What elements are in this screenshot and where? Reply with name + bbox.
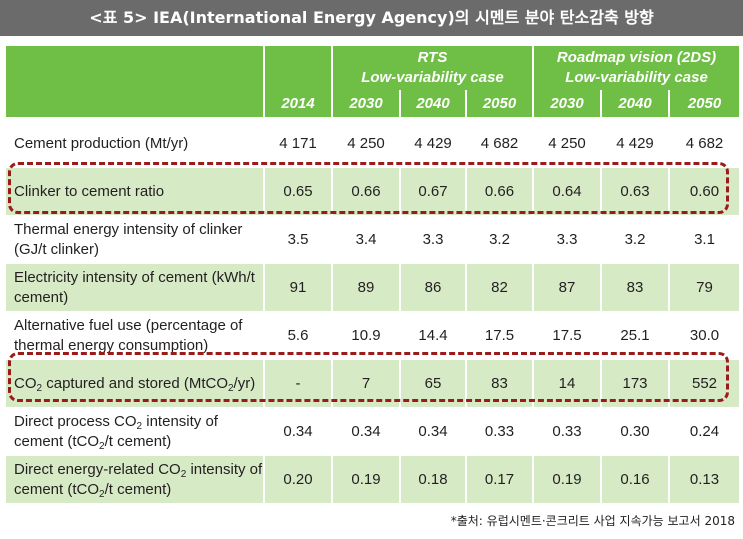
cell-value: 4 250 [331, 120, 400, 168]
cell-value: 0.20 [263, 455, 332, 504]
row-label: Cement production (Mt/yr) [6, 120, 264, 168]
cell-value: 3.5 [263, 215, 332, 264]
cell-value: 91 [263, 263, 332, 312]
header-group-rts: RTS Low-variability case [331, 46, 533, 90]
cell-value: 0.65 [263, 167, 332, 216]
header-blank-2014 [263, 46, 332, 90]
cell-value: 17.5 [465, 311, 533, 360]
cell-value: 3.2 [465, 215, 533, 264]
cell-value: 4 682 [465, 120, 533, 168]
table-row: Electricity intensity of cement (kWh/t c… [6, 263, 740, 312]
cell-value: 4 429 [600, 120, 669, 168]
cell-value: 3.2 [600, 215, 669, 264]
source-note: *출처: 유럽시멘트·콘크리트 사업 지속가능 보고서 2018 [450, 514, 735, 528]
cell-value: 0.33 [532, 407, 601, 456]
row-label: Electricity intensity of cement (kWh/t c… [6, 263, 264, 312]
table-title: <표 5> IEA(International Energy Agency)의 … [0, 0, 743, 36]
header-year: 2050 [667, 90, 740, 117]
cell-value: 87 [532, 263, 601, 312]
row-label: Direct energy-related CO2 intensity of c… [6, 455, 264, 504]
header-year: 2040 [600, 90, 669, 117]
highlight-box-clinker-ratio [8, 162, 729, 214]
table-row: Thermal energy intensity of clinker (GJ/… [6, 215, 740, 264]
header-blank-years [6, 90, 264, 117]
row-label: Alternative fuel use (percentage of ther… [6, 311, 264, 360]
label-part: Direct process CO [14, 412, 137, 430]
cell-value: 0.24 [667, 407, 740, 456]
table-row: Direct process CO2 intensity of cement (… [6, 407, 740, 456]
cell-value: 10.9 [331, 311, 400, 360]
cell-value: 30.0 [667, 311, 740, 360]
cell-value: 4 429 [399, 120, 466, 168]
cell-value: 0.18 [399, 455, 466, 504]
cell-value: 25.1 [600, 311, 669, 360]
cell-value: 0.63 [600, 167, 669, 216]
cell-value: 3.1 [667, 215, 740, 264]
header-rts-sub: Low-variability case [361, 69, 504, 86]
cell-value: 3.4 [331, 215, 400, 264]
header-blank [6, 46, 264, 90]
cell-value: 0.33 [465, 407, 533, 456]
label-part: /t cement) [104, 480, 172, 498]
cell-value: 0.17 [465, 455, 533, 504]
label-subscript: 2 [227, 382, 234, 394]
cell-value: 3.3 [532, 215, 601, 264]
label-part: intensity of cement (tCO [14, 412, 218, 450]
cell-value: 0.67 [399, 167, 466, 216]
cell-value: 0.19 [331, 455, 400, 504]
cell-value: 17.5 [532, 311, 601, 360]
cell-value: 4 682 [667, 120, 740, 168]
header-year: 2030 [532, 90, 601, 117]
cement-table: RTS Low-variability case Roadmap vision … [6, 46, 740, 504]
header-year: 2014 [263, 90, 332, 117]
header-year: 2030 [331, 90, 400, 117]
label-subscript: 2 [180, 468, 187, 480]
label-part: Direct energy-related CO [14, 460, 181, 478]
cell-value: 0.34 [263, 407, 332, 456]
table-row: Direct energy-related CO2 intensity of c… [6, 455, 740, 504]
cell-value: 83 [465, 359, 533, 408]
row-label: Clinker to cement ratio [6, 167, 264, 216]
cell-value: 83 [600, 263, 669, 312]
label-part: /t cement) [104, 432, 172, 450]
cell-value: 0.13 [667, 455, 740, 504]
cell-value: 89 [331, 263, 400, 312]
label-part: captured and stored (MtCO [42, 374, 228, 392]
cell-value: 0.66 [331, 167, 400, 216]
label-subscript: 2 [136, 420, 143, 432]
label-part: /yr) [233, 374, 256, 392]
header-group-2ds: Roadmap vision (2DS) Low-variability cas… [531, 46, 740, 90]
cell-value: 0.64 [532, 167, 601, 216]
label-part: intensity of cement (tCO [14, 460, 263, 498]
cell-value: 0.19 [532, 455, 601, 504]
cell-value: 79 [667, 263, 740, 312]
cell-value: 82 [465, 263, 533, 312]
highlight-box-co2-captured [8, 352, 729, 402]
cell-value: 3.3 [399, 215, 466, 264]
cell-value: 0.16 [600, 455, 669, 504]
cell-value: 86 [399, 263, 466, 312]
header-2ds-sub: Low-variability case [565, 69, 708, 86]
table-row: Alternative fuel use (percentage of ther… [6, 311, 740, 360]
header-year: 2050 [465, 90, 533, 117]
cell-value: 0.30 [600, 407, 669, 456]
label-subscript: 2 [99, 488, 105, 500]
header-year: 2040 [399, 90, 466, 117]
cell-value: 0.34 [331, 407, 400, 456]
row-label: Direct process CO2 intensity of cement (… [6, 407, 264, 456]
cell-value: 4 171 [263, 120, 332, 168]
cell-value: 5.6 [263, 311, 332, 360]
header-2ds-label: Roadmap vision (2DS) [556, 49, 717, 66]
header-rts-label: RTS [417, 49, 448, 66]
label-subscript: 2 [99, 440, 105, 452]
cell-value: 14.4 [399, 311, 466, 360]
label-part: CO [14, 374, 37, 392]
table-row: Cement production (Mt/yr) 4 171 4 250 4 … [6, 120, 740, 168]
label-subscript: 2 [36, 382, 43, 394]
cell-value: 0.66 [465, 167, 533, 216]
cell-value: 4 250 [532, 120, 601, 168]
cell-value: 0.34 [399, 407, 466, 456]
row-label: Thermal energy intensity of clinker (GJ/… [6, 215, 264, 264]
